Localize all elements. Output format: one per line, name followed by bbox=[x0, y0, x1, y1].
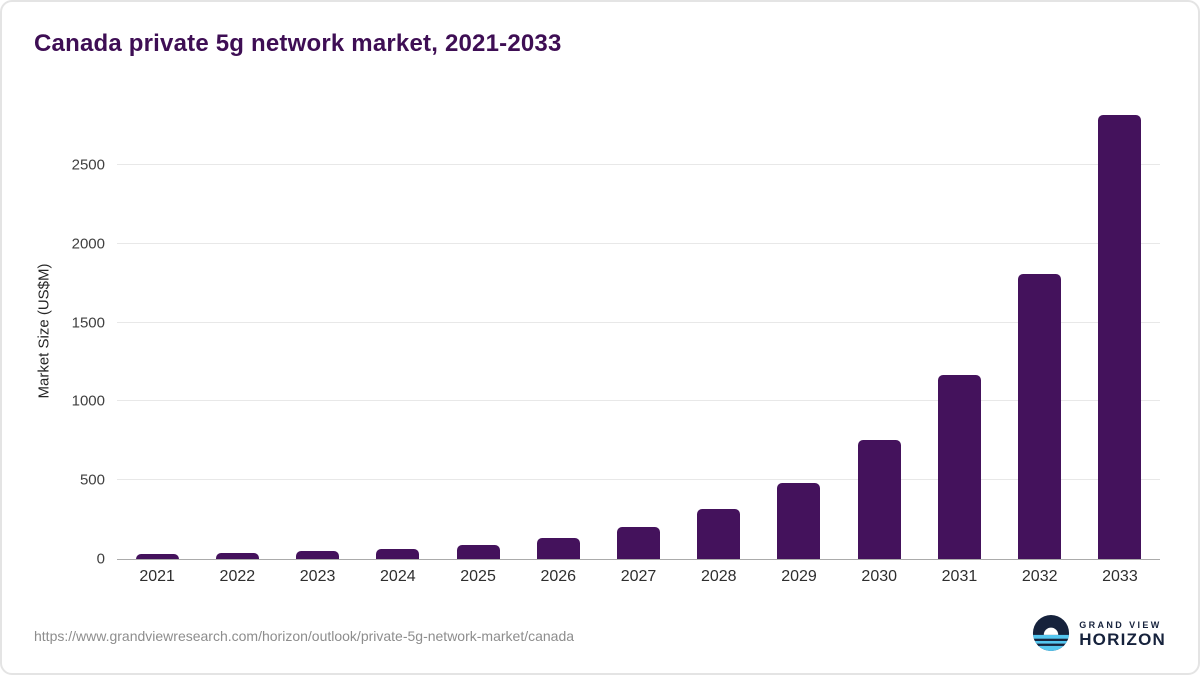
x-tick-2024: 2024 bbox=[380, 568, 416, 585]
bar-slot-2028 bbox=[679, 102, 759, 559]
bar-2022[interactable] bbox=[215, 552, 259, 559]
bar-2024[interactable] bbox=[376, 548, 420, 559]
bar-slot-2022 bbox=[197, 102, 277, 559]
bar-2025[interactable] bbox=[456, 544, 500, 559]
bar-2031[interactable] bbox=[937, 375, 981, 559]
bar-slot-2026 bbox=[518, 102, 598, 559]
source-url: https://www.grandviewresearch.com/horizo… bbox=[34, 627, 575, 644]
chart-title: Canada private 5g network market, 2021-2… bbox=[34, 30, 562, 57]
bar-slot-2032 bbox=[1000, 102, 1080, 559]
bar-slot-2025 bbox=[438, 102, 518, 559]
bar-2021[interactable] bbox=[135, 554, 179, 559]
plot-area: 0 500 1000 1500 2000 2500 bbox=[72, 102, 1160, 568]
bar-slot-2030 bbox=[839, 102, 919, 559]
gridline-500 bbox=[117, 479, 1160, 481]
gridline-2000 bbox=[117, 242, 1160, 244]
x-tick-2032: 2032 bbox=[1021, 568, 1058, 585]
x-tick-2021: 2021 bbox=[139, 568, 175, 585]
x-tick-2026: 2026 bbox=[540, 568, 577, 585]
x-tick-2022: 2022 bbox=[219, 568, 256, 585]
bar-2030[interactable] bbox=[857, 440, 901, 559]
y-tick-1000: 1000 bbox=[71, 392, 105, 410]
bar-2027[interactable] bbox=[617, 526, 661, 559]
bar-2033[interactable] bbox=[1098, 114, 1142, 559]
y-tick-2500: 2500 bbox=[71, 156, 105, 174]
y-tick-1500: 1500 bbox=[71, 314, 105, 332]
horizon-logo-icon bbox=[1032, 614, 1070, 657]
logo-line1: GRAND VIEW bbox=[1079, 620, 1162, 631]
bar-slot-2029 bbox=[759, 102, 839, 559]
x-tick-2023: 2023 bbox=[299, 568, 336, 585]
bar-series bbox=[117, 102, 1160, 559]
logo-line2: HORIZON bbox=[1079, 630, 1166, 650]
y-axis-title: Market Size (US$M) bbox=[35, 263, 53, 399]
footer: https://www.grandviewresearch.com/horizo… bbox=[34, 614, 1166, 657]
x-tick-2031: 2031 bbox=[941, 568, 978, 585]
bar-2032[interactable] bbox=[1018, 273, 1062, 559]
bar-slot-2033 bbox=[1080, 102, 1160, 559]
bar-2029[interactable] bbox=[777, 482, 821, 559]
bar-2028[interactable] bbox=[697, 509, 741, 559]
bar-slot-2021 bbox=[117, 102, 197, 559]
gridline-1500 bbox=[117, 321, 1160, 323]
gridline-2500 bbox=[117, 164, 1160, 166]
gridline-1000 bbox=[117, 400, 1160, 402]
y-tick-0: 0 bbox=[96, 550, 105, 568]
x-tick-labels: 2021 2022 2023 2024 2025 2026 2027 2028 2029 2030… bbox=[117, 568, 1160, 586]
bar-2023[interactable] bbox=[296, 551, 340, 559]
x-tick-2025: 2025 bbox=[460, 568, 496, 585]
x-tick-2028: 2028 bbox=[700, 568, 737, 585]
grandview-horizon-logo: GRAND VIEW HORIZON bbox=[1032, 614, 1166, 657]
bar-slot-2031 bbox=[919, 102, 999, 559]
bar-slot-2027 bbox=[598, 102, 678, 559]
x-tick-2029: 2029 bbox=[781, 568, 817, 585]
logo-text: GRAND VIEW HORIZON bbox=[1079, 620, 1166, 650]
x-tick-2033: 2033 bbox=[1102, 568, 1138, 585]
x-tick-2027: 2027 bbox=[620, 568, 657, 585]
x-tick-2030: 2030 bbox=[861, 568, 898, 585]
y-tick-2000: 2000 bbox=[71, 235, 105, 253]
bar-slot-2023 bbox=[277, 102, 357, 559]
bar-slot-2024 bbox=[358, 102, 438, 559]
y-tick-500: 500 bbox=[79, 471, 105, 489]
bar-2026[interactable] bbox=[536, 537, 580, 559]
